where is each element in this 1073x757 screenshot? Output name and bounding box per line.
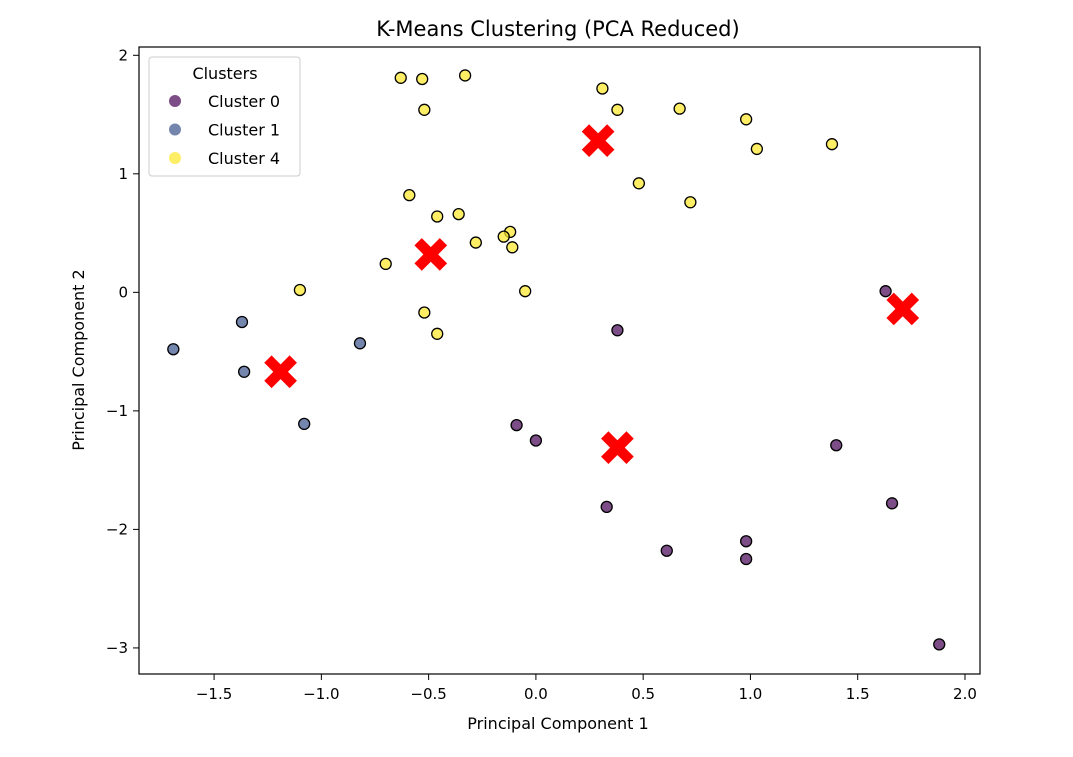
data-point-cluster-0-8 xyxy=(740,535,753,548)
data-point-cluster-0-1 xyxy=(611,324,624,337)
data-point-cluster-0-2 xyxy=(510,418,523,432)
centroid-marker-2 xyxy=(886,292,920,326)
data-point-cluster-2-12 xyxy=(403,189,416,202)
data-point-cluster-0-10 xyxy=(933,638,946,651)
data-point-cluster-2-3 xyxy=(418,103,431,116)
data-point-cluster-2-5 xyxy=(611,103,624,116)
legend-label: Cluster 0 xyxy=(208,92,280,111)
data-point-cluster-2-19 xyxy=(379,257,392,271)
centroid-marker-1 xyxy=(414,238,448,271)
data-point-cluster-0-5 xyxy=(600,500,613,514)
data-point-cluster-2-6 xyxy=(673,102,686,115)
data-point-cluster-2-4 xyxy=(596,82,609,95)
data-point-cluster-2-23 xyxy=(431,327,444,340)
data-point-cluster-2-14 xyxy=(452,207,465,221)
data-point-cluster-0-0 xyxy=(879,285,892,298)
data-point-cluster-1-2 xyxy=(237,365,251,378)
legend: Clusters Cluster 0 Cluster 1 Cluster 4 xyxy=(148,56,301,177)
plot-area-frame xyxy=(138,46,981,675)
x-tick-label: 1.5 xyxy=(846,685,870,703)
data-point-cluster-0-7 xyxy=(660,544,673,557)
data-point-cluster-1-0 xyxy=(167,343,180,356)
legend-title: Clusters xyxy=(192,64,257,83)
legend-label: Cluster 1 xyxy=(208,121,280,140)
legend-label: Cluster 4 xyxy=(208,149,280,168)
data-point-cluster-2-9 xyxy=(825,138,839,151)
y-tick-label: 2 xyxy=(118,46,128,64)
data-point-cluster-0-9 xyxy=(740,552,753,566)
legend-box xyxy=(148,56,301,177)
centroid-marker-0 xyxy=(581,124,615,157)
data-point-cluster-1-1 xyxy=(235,315,249,329)
data-point-cluster-2-13 xyxy=(431,210,444,223)
data-point-cluster-1-4 xyxy=(298,417,311,431)
x-tick-label: −0.5 xyxy=(410,685,446,703)
data-point-cluster-2-18 xyxy=(506,241,519,254)
data-point-cluster-2-1 xyxy=(416,72,429,86)
data-point-cluster-0-4 xyxy=(830,439,843,452)
legend-marker xyxy=(169,152,181,164)
data-point-cluster-2-7 xyxy=(740,113,753,126)
points-layer xyxy=(167,69,946,651)
x-axis-ticks: −1.5 −1.0 −0.5 0.0 0.5 1.0 1.5 2.0 xyxy=(196,674,977,703)
data-point-cluster-0-6 xyxy=(885,497,899,510)
data-point-cluster-2-11 xyxy=(684,196,697,209)
legend-marker xyxy=(169,95,181,107)
y-axis-label: Principal Component 2 xyxy=(69,269,88,450)
y-tick-label: −3 xyxy=(106,639,128,657)
centroid-marker-4 xyxy=(601,431,634,464)
x-tick-label: −1.0 xyxy=(303,685,339,703)
data-point-cluster-2-17 xyxy=(469,236,482,249)
data-point-cluster-2-8 xyxy=(750,142,764,156)
data-point-cluster-2-10 xyxy=(632,177,646,190)
data-point-cluster-2-20 xyxy=(293,283,307,297)
x-tick-label: 1.0 xyxy=(739,685,763,703)
y-tick-label: 1 xyxy=(118,165,128,183)
y-tick-label: −1 xyxy=(106,402,128,420)
x-tick-label: 0.0 xyxy=(524,685,548,703)
y-axis-ticks: −3 −2 −1 0 1 2 xyxy=(106,46,139,657)
legend-marker xyxy=(169,123,181,136)
data-point-cluster-1-3 xyxy=(353,337,367,350)
data-point-cluster-2-22 xyxy=(418,306,431,319)
chart-title: K-Means Clustering (PCA Reduced) xyxy=(376,17,739,41)
y-tick-label: 0 xyxy=(118,283,128,301)
x-tick-label: 2.0 xyxy=(953,685,977,703)
data-point-cluster-2-21 xyxy=(519,285,532,298)
centroids-layer xyxy=(264,124,920,464)
data-point-cluster-2-16 xyxy=(497,230,510,243)
data-point-cluster-2-0 xyxy=(394,71,407,84)
data-point-cluster-2-2 xyxy=(458,69,472,82)
y-tick-label: −2 xyxy=(106,520,128,538)
x-tick-label: −1.5 xyxy=(196,685,232,703)
x-axis-label: Principal Component 1 xyxy=(467,714,648,733)
x-tick-label: 0.5 xyxy=(631,685,655,703)
data-point-cluster-0-3 xyxy=(529,434,543,447)
centroid-marker-3 xyxy=(264,355,297,389)
legend-items: Cluster 0 Cluster 1 Cluster 4 xyxy=(169,92,280,168)
